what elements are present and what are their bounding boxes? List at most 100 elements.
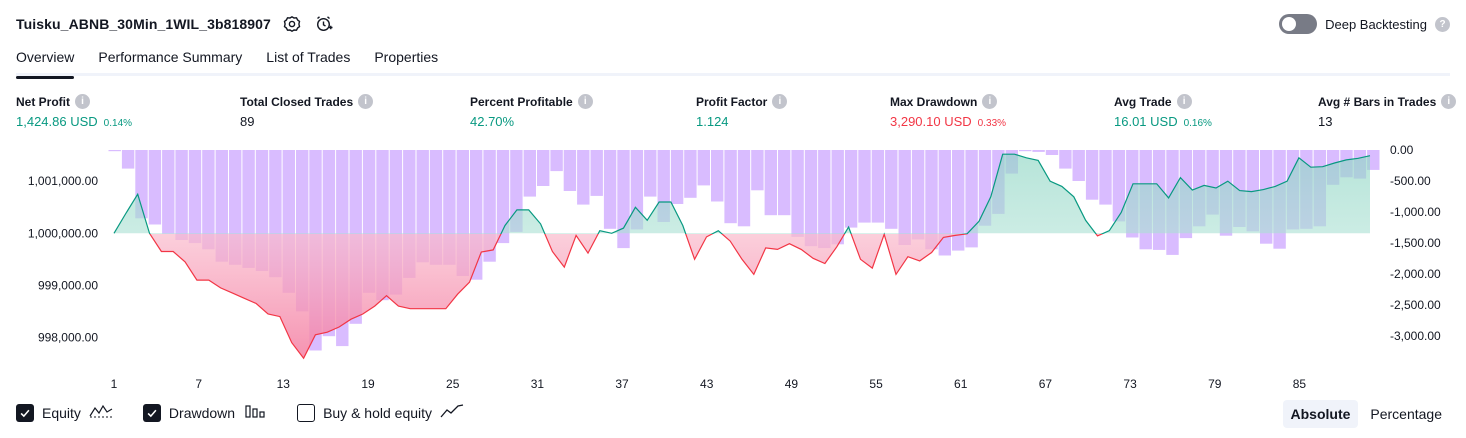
metric-avg-trade: Avg Trade i 16.01 USD 0.16% <box>1114 94 1212 129</box>
info-icon[interactable]: i <box>577 94 593 109</box>
drawdown-bar <box>724 150 737 224</box>
legend-drawdown[interactable]: Drawdown <box>142 402 267 423</box>
trend-line-icon <box>440 402 464 423</box>
drawdown-bar <box>952 150 965 251</box>
bar-chart-icon <box>243 402 267 423</box>
drawdown-bar <box>938 150 951 256</box>
info-icon[interactable]: i <box>358 94 374 109</box>
drawdown-bar <box>858 150 871 223</box>
metric-value: 13 <box>1318 114 1333 129</box>
info-icon[interactable]: i <box>1441 94 1457 109</box>
drawdown-bar <box>108 150 121 152</box>
info-icon[interactable]: i <box>75 94 90 109</box>
strategy-name: Tuisku_ABNB_30Min_1WIL_3b818907 <box>16 16 271 32</box>
x-axis-tick-label: 7 <box>195 377 202 391</box>
left-axis-tick-label: 1,001,000.00 <box>28 174 98 188</box>
info-icon[interactable]: i <box>772 94 788 109</box>
tab-overview[interactable]: Overview <box>16 44 75 79</box>
drawdown-bar <box>778 150 791 216</box>
info-icon[interactable]: i <box>1176 94 1192 109</box>
drawdown-bar <box>844 150 858 228</box>
drawdown-bar <box>577 150 590 205</box>
info-icon[interactable]: i <box>982 94 998 109</box>
equity-checkbox[interactable] <box>16 403 34 422</box>
drawdown-bar <box>1059 150 1072 169</box>
buy-hold-checkbox[interactable] <box>297 403 316 422</box>
x-axis-tick-label: 55 <box>869 377 883 391</box>
equity-line-profit <box>113 153 1371 234</box>
drawdown-bar <box>162 150 175 234</box>
add-alert-icon[interactable] <box>313 13 335 35</box>
drawdown-bar <box>670 150 684 204</box>
drawdown-bar <box>550 150 563 172</box>
percentage-button[interactable]: Percentage <box>1370 406 1442 422</box>
drawdown-bar <box>711 150 724 202</box>
legend-buy-hold[interactable]: Buy & hold equity <box>297 402 464 423</box>
metric-label: Net Profit <box>16 94 70 109</box>
metric-value: 1.124 <box>696 114 729 129</box>
metric-percent: 0.33% <box>977 118 1007 129</box>
drawdown-bar <box>175 150 188 240</box>
metric-value: 1,424.86 USD <box>16 114 98 129</box>
metric-avg-bars-in-trades: Avg # Bars in Trades i 13 <box>1318 94 1457 129</box>
drawdown-bar <box>831 150 844 245</box>
deep-backtesting-label: Deep Backtesting <box>1325 16 1427 32</box>
drawdown-bar <box>1112 150 1126 222</box>
drawdown-bar <box>590 150 603 196</box>
x-axis-tick-label: 25 <box>446 377 460 391</box>
metric-label: Avg Trade <box>1114 94 1172 109</box>
deep-backtesting: Deep Backtesting ? <box>1279 14 1450 34</box>
deep-backtesting-toggle[interactable] <box>1279 14 1318 34</box>
metric-total-closed-trades: Total Closed Trades i 89 <box>240 94 374 129</box>
settings-icon[interactable] <box>281 13 303 35</box>
drawdown-bar <box>684 150 697 198</box>
metric-percent: 0.14% <box>103 118 133 129</box>
drawdown-bar <box>121 150 135 169</box>
drawdown-bar <box>911 150 925 240</box>
drawdown-bar <box>563 150 577 191</box>
x-axis-tick-label: 31 <box>531 377 545 391</box>
equity-loss-fill <box>149 234 1102 359</box>
drawdown-bar <box>965 150 978 248</box>
absolute-button[interactable]: Absolute <box>1282 400 1359 428</box>
tab-performance-summary[interactable]: Performance Summary <box>98 49 243 65</box>
tab-properties[interactable]: Properties <box>374 49 439 65</box>
metric-value: 16.01 USD <box>1114 114 1178 129</box>
drawdown-bar <box>1032 150 1045 152</box>
right-axis-tick-label: -2,000.00 <box>1390 267 1441 281</box>
buy-hold-label: Buy & hold equity <box>323 404 433 421</box>
right-axis-tick-label: 0.00 <box>1390 143 1414 157</box>
drawdown-bar <box>537 150 550 186</box>
equity-line-loss <box>149 234 1104 360</box>
drawdown-bar <box>202 150 215 250</box>
drawdown-bar <box>1099 150 1112 205</box>
x-axis-tick-label: 19 <box>361 377 375 391</box>
x-axis-tick-label: 13 <box>277 377 291 391</box>
right-axis: 0.00 -500.00 -1,000.00 -1,500.00 -2,000.00 -2… <box>1390 143 1441 343</box>
tab-bar: Overview Performance Summary List of Tra… <box>16 44 1450 79</box>
help-icon[interactable]: ? <box>1435 16 1450 32</box>
x-axis-tick-label: 79 <box>1208 377 1222 391</box>
x-axis-tick-label: 85 <box>1293 377 1307 391</box>
left-axis: 1,001,000.00 1,000,000.00 999,000.00 998,00… <box>28 174 98 344</box>
header: Tuisku_ABNB_30Min_1WIL_3b818907 <box>16 14 335 34</box>
right-axis-tick-label: -500.00 <box>1390 174 1431 188</box>
drawdown-bar <box>751 150 764 191</box>
drawdown-bar <box>764 150 777 216</box>
x-axis-tick-label: 37 <box>615 377 629 391</box>
drawdown-checkbox[interactable] <box>142 403 161 422</box>
x-axis-tick-label: 67 <box>1039 377 1053 391</box>
metric-label: Total Closed Trades <box>240 94 354 109</box>
tab-list-of-trades[interactable]: List of Trades <box>266 49 351 65</box>
drawdown-bar <box>644 150 657 197</box>
x-axis-tick-label: 61 <box>954 377 968 391</box>
drawdown-label: Drawdown <box>168 404 236 421</box>
legend-equity[interactable]: Equity <box>16 402 113 423</box>
equity-drawdown-chart[interactable]: 1,001,000.00 1,000,000.00 999,000.00 998,00… <box>0 140 1466 400</box>
x-axis-tick-label: 1 <box>111 377 118 391</box>
left-axis-tick-label: 999,000.00 <box>38 278 98 292</box>
metric-profit-factor: Profit Factor i 1.124 <box>696 94 788 129</box>
drawdown-bar <box>523 150 536 197</box>
drawdown-bar <box>496 150 510 244</box>
metric-max-drawdown: Max Drawdown i 3,290.10 USD 0.33% <box>890 94 1006 129</box>
